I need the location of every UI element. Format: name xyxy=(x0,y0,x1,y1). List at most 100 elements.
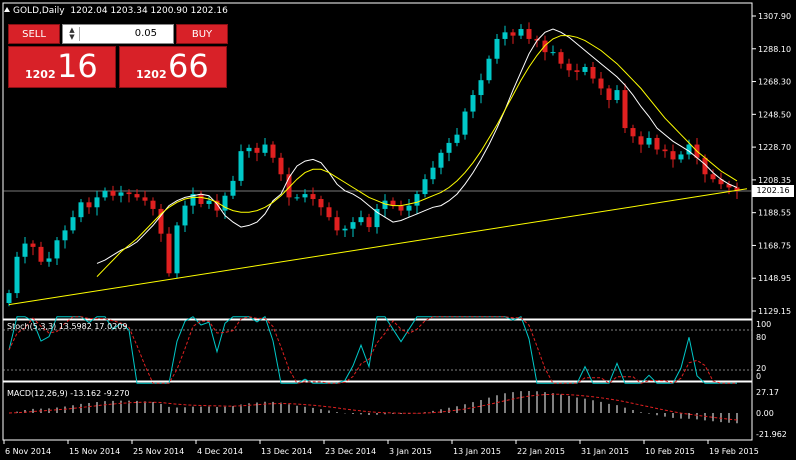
candle-body xyxy=(190,194,196,206)
candle-body xyxy=(622,90,628,129)
candle-body xyxy=(278,157,284,175)
stoch-label: Stoch(5,3,3) 13.5982 17.0209 xyxy=(7,322,128,331)
macd-tick-label: 0.00 xyxy=(756,409,774,418)
candle-body xyxy=(94,197,100,208)
candle-body xyxy=(54,240,60,259)
candle-body xyxy=(710,174,716,180)
ask-big-digits: 66 xyxy=(168,47,209,85)
candle-body xyxy=(174,225,180,274)
candle-body xyxy=(590,66,596,79)
candle-body xyxy=(246,147,252,152)
candle-body xyxy=(726,184,732,188)
time-tick-label: 10 Feb 2015 xyxy=(645,447,695,456)
candle-body xyxy=(254,147,260,153)
candle-body xyxy=(342,228,348,231)
price-axis: 1307.90 1288.10 1268.30 1248.50 1228.70 1208.… xyxy=(752,12,791,316)
stoch-tick-label: 80 xyxy=(756,333,766,342)
time-tick-label: 23 Dec 2014 xyxy=(325,447,376,456)
candle-body xyxy=(582,66,588,72)
candle-body xyxy=(302,194,308,198)
stoch-signal-line xyxy=(8,316,737,384)
buy-button[interactable]: BUY xyxy=(176,24,228,44)
candle-body xyxy=(422,179,428,195)
candle-body xyxy=(6,293,12,303)
ask-prefix: 1202 xyxy=(136,68,167,81)
stoch-lines xyxy=(8,315,737,384)
stoch-main-line xyxy=(8,315,737,384)
current-price-tag: 1202.16 xyxy=(752,185,794,197)
candle-body xyxy=(358,217,364,223)
lot-size-input[interactable]: ▲ ▼ 0.05 xyxy=(62,24,174,44)
candle-body xyxy=(542,40,548,53)
price-tick-label: 1307.90 xyxy=(758,12,791,21)
candle-body xyxy=(270,144,276,158)
time-tick-label: 22 Jan 2015 xyxy=(517,447,565,456)
candle-body xyxy=(486,58,492,81)
candle-body xyxy=(478,80,484,96)
candle-body xyxy=(102,190,108,198)
candle-body xyxy=(134,194,140,198)
time-tick-label: 4 Dec 2014 xyxy=(197,447,243,456)
candle-body xyxy=(310,194,316,200)
candle-body xyxy=(262,144,268,153)
candle-body xyxy=(86,202,92,208)
candle-body xyxy=(558,52,564,64)
candle-body xyxy=(78,202,84,218)
time-tick-label: 15 Nov 2014 xyxy=(69,447,120,456)
ohlc-text: 1202.04 1203.34 1200.90 1202.16 xyxy=(70,6,228,16)
candle-body xyxy=(462,111,468,135)
candle-body xyxy=(334,217,340,231)
time-tick-label: 19 Feb 2015 xyxy=(709,447,759,456)
candle-body xyxy=(614,90,620,101)
trendline xyxy=(8,188,748,306)
candle-body xyxy=(534,38,540,41)
candle-body xyxy=(70,217,76,231)
sub-axis: 100 80 200 27.17 0.00 -21.962 xyxy=(756,320,787,439)
price-tick-label: 1208.35 xyxy=(758,176,791,185)
time-tick-label: 3 Jan 2015 xyxy=(389,447,432,456)
candle-body xyxy=(206,200,212,204)
candle-body xyxy=(454,134,460,143)
candle-body xyxy=(702,157,708,175)
macd-tick-label: -21.962 xyxy=(756,430,787,439)
candle-body xyxy=(38,246,44,262)
candle-body xyxy=(414,194,420,206)
price-tick-label: 1188.55 xyxy=(758,209,791,218)
candle-body xyxy=(430,167,436,180)
stoch-tick-label: 20 xyxy=(756,364,766,373)
candle-body xyxy=(374,208,380,228)
candle-body xyxy=(718,179,724,185)
candle-body xyxy=(126,192,132,195)
candle-body xyxy=(30,243,36,247)
price-tick-label: 1248.50 xyxy=(758,110,791,119)
time-tick-label: 25 Nov 2014 xyxy=(133,447,184,456)
collapse-arrow-icon[interactable] xyxy=(4,7,10,12)
one-click-trading-panel: SELL ▲ ▼ 0.05 BUY 1202 16 1202 66 xyxy=(8,24,228,88)
candle-body xyxy=(518,29,524,36)
macd-histogram xyxy=(8,391,738,424)
candle-body xyxy=(182,205,188,226)
candle-body xyxy=(670,151,676,160)
candle-body xyxy=(318,199,324,208)
candle-body xyxy=(198,194,204,204)
bid-quote-button[interactable]: 1202 16 xyxy=(8,46,116,88)
time-axis: 6 Nov 2014 15 Nov 2014 25 Nov 2014 4 Dec 20… xyxy=(3,440,759,456)
candle-body xyxy=(150,200,156,209)
candlestick-series xyxy=(6,22,740,307)
ask-quote-button[interactable]: 1202 66 xyxy=(119,46,227,88)
sell-button[interactable]: SELL xyxy=(8,24,60,44)
price-tick-label: 1168.75 xyxy=(758,241,791,250)
symbol-text: GOLD,Daily xyxy=(13,6,65,16)
time-tick-label: 31 Jan 2015 xyxy=(581,447,629,456)
candle-body xyxy=(438,152,444,168)
price-tick-label: 1129.15 xyxy=(758,307,791,316)
candle-body xyxy=(294,197,300,199)
lot-spinner-icon[interactable]: ▲ ▼ xyxy=(65,27,80,41)
fast-ma-line xyxy=(96,28,738,264)
price-tick-label: 1148.95 xyxy=(758,274,791,283)
candle-body xyxy=(62,230,68,241)
candle-body xyxy=(214,200,220,211)
macd-panel[interactable] xyxy=(2,381,753,441)
candle-body xyxy=(494,38,500,59)
